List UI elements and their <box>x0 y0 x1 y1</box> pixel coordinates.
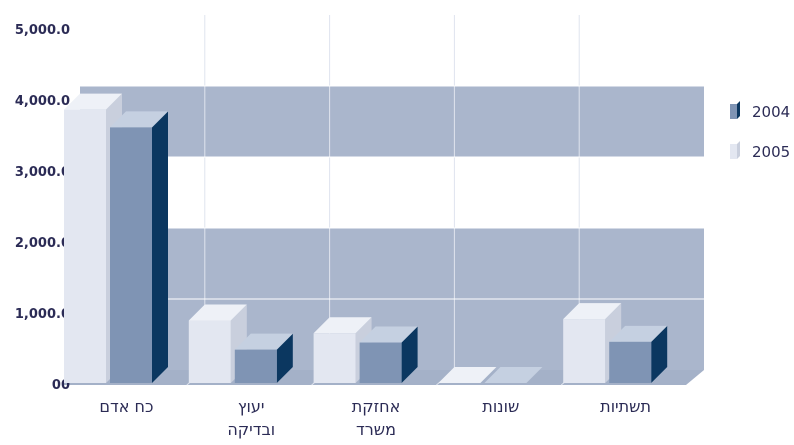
bar-2005-top <box>438 367 497 383</box>
legend-swatch-2005 <box>730 144 737 159</box>
background-band <box>80 86 704 157</box>
background-band <box>80 15 704 86</box>
background-band <box>80 228 704 299</box>
bars <box>64 93 668 384</box>
bar-2004-top <box>234 333 293 350</box>
y-tick-label: 3,000.0 <box>15 165 70 180</box>
bar-2004-side <box>651 325 668 383</box>
x-axis-labels: כח אדם יעוץ ובדיקה אחזקת משרד שונות תשתיות <box>99 397 651 439</box>
bar-2004-front <box>234 349 277 383</box>
legend-swatch-2004 <box>730 104 737 119</box>
bar-2005-top <box>188 304 247 321</box>
bar-2005-front <box>188 320 231 383</box>
category-label: אחזקת <box>352 397 401 416</box>
bar-2004-top <box>609 325 668 342</box>
bar-2004-top <box>110 111 168 128</box>
bar-2005-top <box>313 317 372 334</box>
y-tick-label: 5,000.0 <box>15 23 70 38</box>
category-label: יעוץ <box>238 397 265 416</box>
y-tick-label: 2,000.0 <box>15 236 70 251</box>
bar-2005-top <box>64 93 122 110</box>
category-label: תשתיות <box>600 397 651 416</box>
background-band <box>80 157 704 228</box>
bar-2005-front <box>64 109 106 384</box>
bar-2004-top <box>359 326 418 343</box>
bar-2004-side <box>401 326 418 383</box>
bar-2004-side <box>276 333 293 383</box>
bar-2004-top <box>484 367 543 383</box>
legend-swatch-2005-side <box>737 141 740 159</box>
bar-2004-front <box>110 127 152 384</box>
y-tick-label: 1,000.0 <box>15 307 70 322</box>
y-axis-ticks: 001,000.02,000.03,000.04,000.05,000.0 <box>15 23 70 393</box>
category-label: ובדיקה <box>227 420 275 439</box>
y-tick-label: 4,000.0 <box>15 94 70 109</box>
legend-swatch-2004-side <box>737 101 740 119</box>
category-label: כח אדם <box>99 397 153 416</box>
legend: 2004 2005 <box>730 101 790 161</box>
bar-2005-top <box>563 303 622 320</box>
bar-2004-side <box>152 111 168 384</box>
plot-background <box>62 15 704 385</box>
category-label: שונות <box>482 397 519 416</box>
category-label: משרד <box>356 420 396 439</box>
bar-2004-front <box>609 341 652 383</box>
legend-label-2004: 2004 <box>752 103 790 121</box>
legend-label-2005: 2005 <box>752 143 790 161</box>
bar-2004-front <box>359 342 402 383</box>
bar-2005-front <box>313 333 356 383</box>
bar-2005-front <box>563 319 606 383</box>
